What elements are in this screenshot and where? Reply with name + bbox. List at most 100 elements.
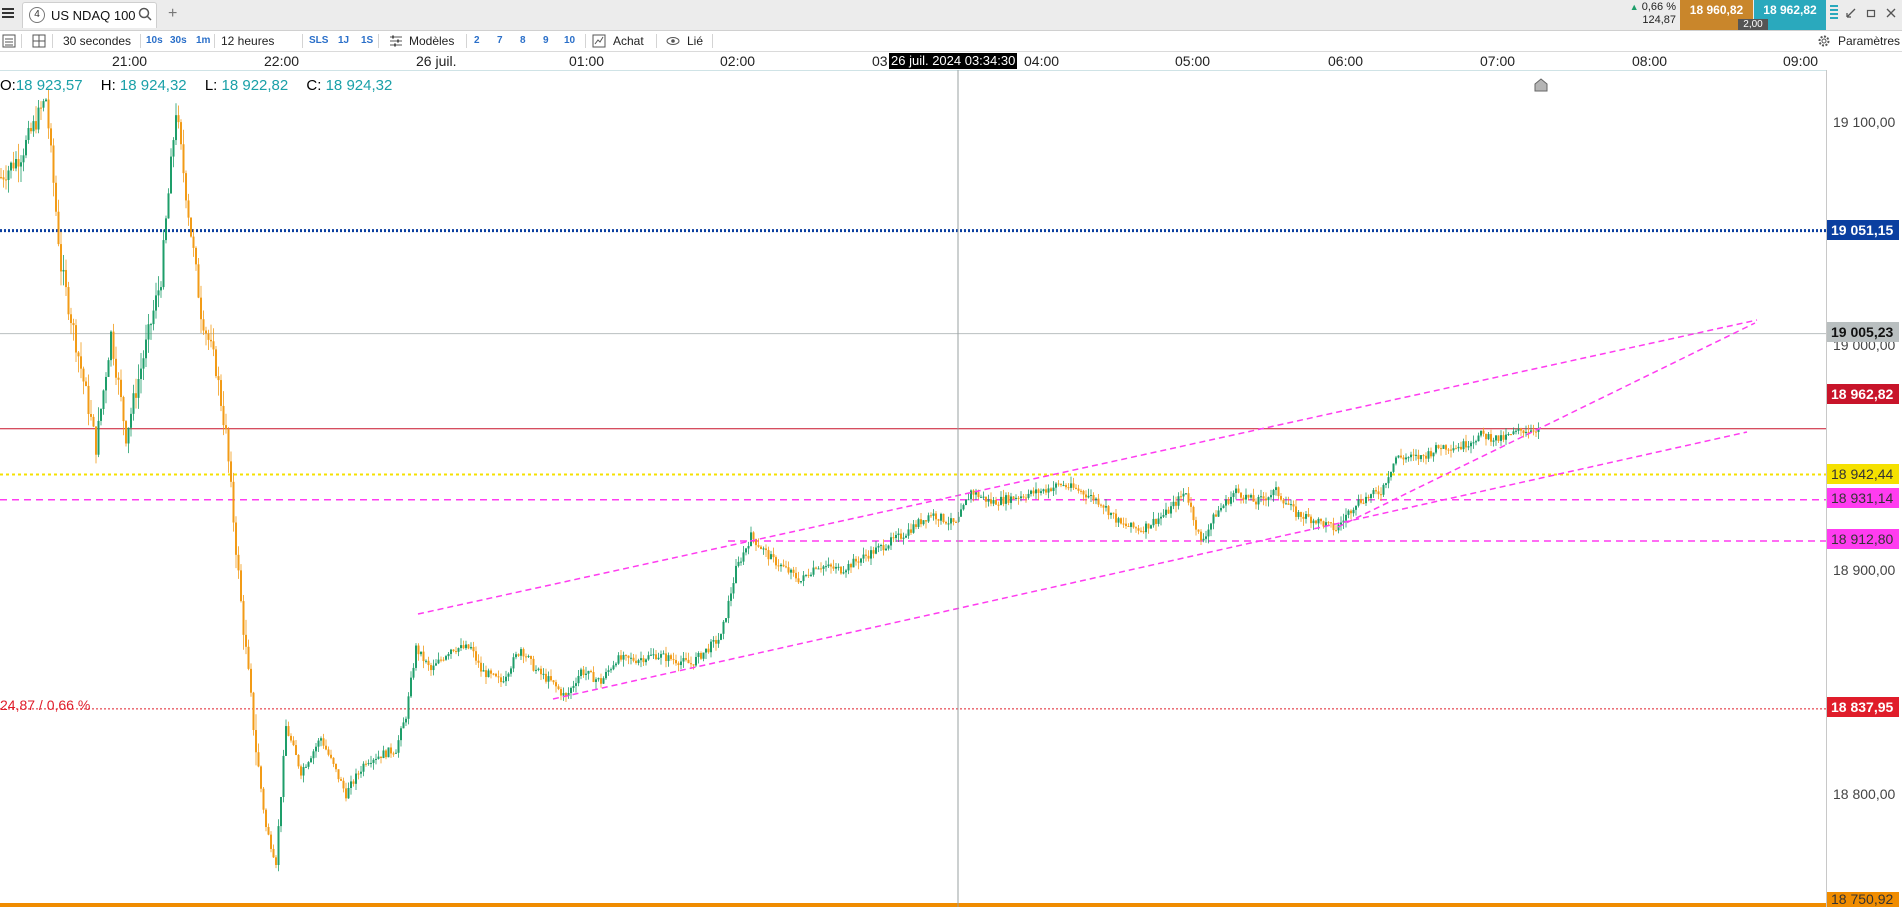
price-tick: 18 900,00 <box>1833 562 1896 578</box>
candle-body <box>165 218 167 241</box>
candle-body <box>1330 522 1332 524</box>
preset-7[interactable]: 7 <box>497 35 503 46</box>
templates-button[interactable]: Modèles <box>409 34 455 48</box>
instrument-tab[interactable]: 4 US NDAQ 100 <box>22 2 157 28</box>
candle-body <box>832 566 835 569</box>
interval-30s[interactable]: 30s <box>170 35 187 46</box>
search-icon[interactable] <box>138 7 152 24</box>
low-value: 18 922,82 <box>221 77 289 94</box>
change-indicator: ▲ 0,66 % 124,87 <box>1620 1 1676 29</box>
period-select[interactable]: 12 heures <box>221 34 275 48</box>
toolbar-divider <box>466 34 467 48</box>
candle-body <box>682 658 685 662</box>
candle-body <box>1105 506 1107 508</box>
candle-body <box>77 352 80 357</box>
trendlines[interactable] <box>417 319 1758 700</box>
linked-button[interactable]: Lié <box>687 34 704 48</box>
layout-icon[interactable] <box>32 33 46 49</box>
candle-body <box>410 677 412 697</box>
candle-body <box>335 763 337 770</box>
menu-icon[interactable] <box>2 6 14 20</box>
candle-body <box>177 115 180 123</box>
candle-body <box>1285 503 1287 505</box>
level-tag-magenta-2[interactable]: 18 912,80 <box>1827 529 1899 549</box>
minimize-icon[interactable] <box>1846 7 1856 21</box>
candle-body <box>680 661 682 666</box>
indicators-icon[interactable] <box>592 33 606 49</box>
candle-body <box>835 566 837 569</box>
interval-10s[interactable]: 10s <box>146 35 163 46</box>
candle-body <box>130 413 132 428</box>
candle-body <box>877 545 880 548</box>
level-tag-yellow[interactable]: 18 942,44 <box>1827 464 1899 484</box>
candle-body <box>740 561 742 563</box>
candle-body <box>515 654 517 658</box>
preset-8[interactable]: 8 <box>520 35 526 46</box>
list-icon[interactable] <box>2 33 16 49</box>
candle-body <box>1405 457 1407 460</box>
sls-button[interactable]: SLS <box>309 35 329 46</box>
candle-body <box>842 572 845 574</box>
close-icon[interactable] <box>1886 7 1896 21</box>
candle-body <box>555 682 557 687</box>
candle-body <box>712 640 715 642</box>
candle-body <box>475 651 477 661</box>
price-chart[interactable]: 24,87 / 0,66 % <box>0 70 1826 907</box>
candle-body <box>912 524 915 533</box>
candle-body <box>137 379 140 398</box>
candle-body <box>412 667 415 678</box>
candle-body <box>1302 516 1305 519</box>
level-tag-magenta-1[interactable]: 18 931,14 <box>1827 488 1899 508</box>
preset-2[interactable]: 2 <box>474 35 480 46</box>
candle-body <box>1242 497 1245 500</box>
restore-icon[interactable] <box>1866 7 1876 21</box>
range-1s[interactable]: 1S <box>361 35 374 46</box>
candle-body <box>1270 495 1272 498</box>
candle-body <box>1187 493 1190 503</box>
candle-body <box>255 730 257 753</box>
range-1j[interactable]: 1J <box>338 35 350 46</box>
time-tick: 22:00 <box>264 53 300 69</box>
candle-body <box>265 809 267 828</box>
interval-select[interactable]: 30 secondes <box>63 34 132 48</box>
candle-body <box>627 655 630 658</box>
preset-9[interactable]: 9 <box>543 35 549 46</box>
candle-body <box>1392 463 1395 472</box>
candle-body <box>765 548 767 551</box>
candle-body <box>1037 489 1040 493</box>
candle-body <box>190 217 192 237</box>
candle-body <box>510 668 512 674</box>
candle-body <box>930 515 932 517</box>
candle-body <box>620 655 622 660</box>
interval-1m[interactable]: 1m <box>196 35 211 46</box>
preset-10[interactable]: 10 <box>564 35 576 46</box>
candle-body <box>312 751 315 759</box>
new-tab-button[interactable]: + <box>168 5 178 22</box>
trendline-2[interactable] <box>552 431 1748 700</box>
candle-body <box>1387 477 1390 484</box>
templates-icon[interactable] <box>389 33 403 49</box>
candle-body <box>1047 488 1050 493</box>
trendline-1[interactable] <box>417 319 1758 615</box>
bid-button[interactable]: 18 960,82 <box>1680 0 1753 30</box>
eye-icon[interactable] <box>666 33 680 49</box>
trendline-3[interactable] <box>1337 322 1756 528</box>
candle-body <box>692 664 695 666</box>
candle-body <box>805 574 807 576</box>
candle-body <box>205 330 207 334</box>
buy-button[interactable]: Achat <box>613 34 644 48</box>
candle-body <box>1475 441 1477 443</box>
candle-body <box>895 535 897 538</box>
candle-body <box>175 115 177 141</box>
candle-body <box>295 745 297 755</box>
pin-icon[interactable] <box>1830 5 1838 25</box>
high-value: 18 924,32 <box>119 77 187 94</box>
candle-body <box>1265 498 1267 501</box>
candle-body <box>497 676 500 678</box>
level-tag-blue[interactable]: 19 051,15 <box>1827 220 1899 240</box>
candle-body <box>860 558 862 563</box>
candle-body <box>332 757 335 764</box>
level-tag-orange[interactable]: 18 750,92 <box>1827 892 1899 907</box>
gear-icon[interactable] <box>1817 33 1831 49</box>
settings-button[interactable]: Paramètres <box>1838 34 1901 48</box>
